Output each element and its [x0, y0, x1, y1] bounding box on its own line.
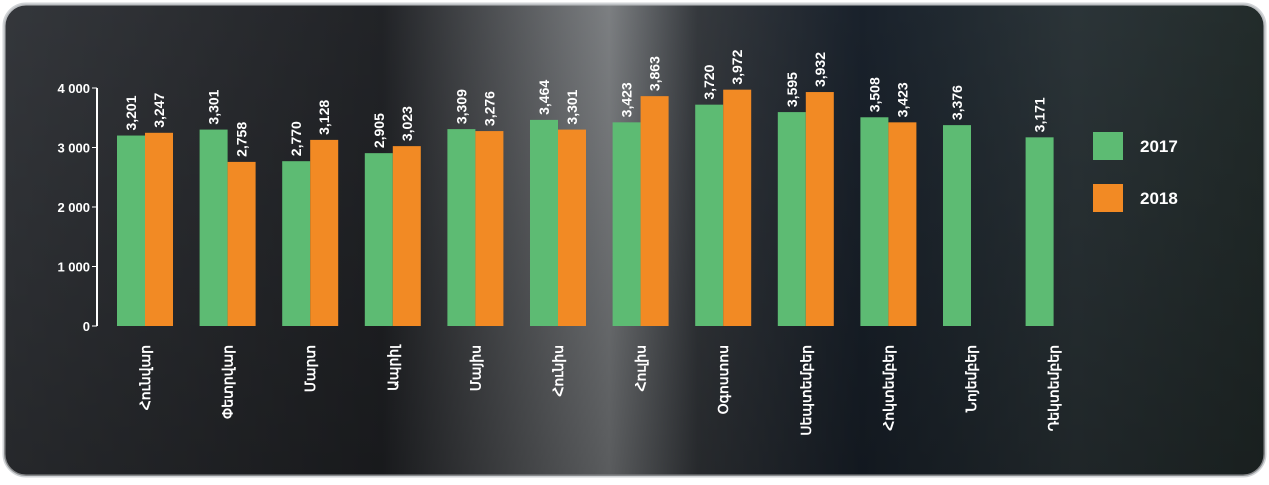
y-tick-label: 4 000 — [57, 81, 90, 96]
value-label: 3,276 — [481, 91, 497, 126]
x-tick-label: Մայիս — [467, 345, 484, 391]
x-tick-label: Դեկտեմբեր — [1046, 345, 1063, 431]
value-label: 2,905 — [371, 113, 387, 148]
value-label: 3,301 — [206, 89, 222, 124]
x-tick-label: Ապրիլ — [385, 344, 402, 391]
value-label: 3,720 — [701, 64, 717, 99]
y-tick-label: 3 000 — [57, 141, 90, 156]
x-tick-label: Հունվար — [137, 345, 154, 410]
value-label: 3,376 — [949, 85, 965, 120]
value-label: 3,508 — [866, 77, 882, 112]
bar — [117, 135, 145, 326]
value-label: 3,423 — [619, 82, 635, 117]
value-label: 3,201 — [123, 95, 139, 130]
value-label: 3,932 — [812, 52, 828, 87]
x-tick-label: Փետրվար — [220, 345, 237, 419]
value-label: 2,770 — [288, 121, 304, 156]
bar — [475, 131, 504, 326]
value-label: 3,171 — [1032, 97, 1048, 132]
value-label: 3,423 — [894, 82, 910, 117]
legend-swatch — [1093, 132, 1123, 160]
legend-label: 2017 — [1140, 137, 1178, 156]
bar — [640, 96, 669, 327]
bar — [145, 132, 173, 326]
value-label: 3,972 — [729, 49, 745, 84]
x-tick-label: Օգոստոս — [715, 345, 732, 414]
x-tick-label: Հուլիս — [633, 345, 650, 392]
value-label: 3,301 — [564, 89, 580, 124]
bar — [1025, 137, 1054, 326]
bar — [530, 119, 558, 326]
bar — [310, 139, 339, 326]
bar — [805, 92, 834, 327]
bar — [447, 129, 476, 326]
y-tick-label: 0 — [83, 319, 90, 334]
bar — [199, 129, 228, 326]
bar — [943, 125, 971, 327]
value-label: 3,595 — [784, 72, 800, 107]
value-label: 3,464 — [536, 80, 552, 115]
bar — [723, 89, 752, 326]
bar — [888, 122, 917, 326]
bar — [364, 153, 393, 326]
value-label: 3,128 — [316, 100, 332, 135]
legend-swatch — [1093, 184, 1123, 212]
bar — [558, 129, 586, 326]
x-tick-label: Սեպտեմբեր — [798, 345, 815, 436]
x-tick-label: Հոկտեմբեր — [880, 345, 897, 431]
bar — [860, 117, 889, 326]
bar — [777, 112, 806, 326]
bar — [227, 161, 256, 326]
y-tick-label: 1 000 — [57, 260, 90, 275]
bar — [392, 146, 421, 326]
x-tick-label: Մարտ — [302, 345, 319, 392]
value-label: 3,863 — [647, 56, 663, 91]
value-label: 2,758 — [234, 122, 250, 157]
bar — [612, 122, 641, 326]
x-tick-label: Նոյեմբեր — [963, 345, 980, 413]
y-tick-label: 2 000 — [57, 200, 90, 215]
x-tick-label: Հունիս — [550, 345, 567, 397]
value-label: 3,023 — [399, 106, 415, 141]
legend-label: 2018 — [1140, 189, 1178, 208]
value-label: 3,247 — [151, 93, 167, 128]
bar — [695, 104, 724, 326]
bar — [282, 161, 311, 326]
value-label: 3,309 — [453, 89, 469, 124]
